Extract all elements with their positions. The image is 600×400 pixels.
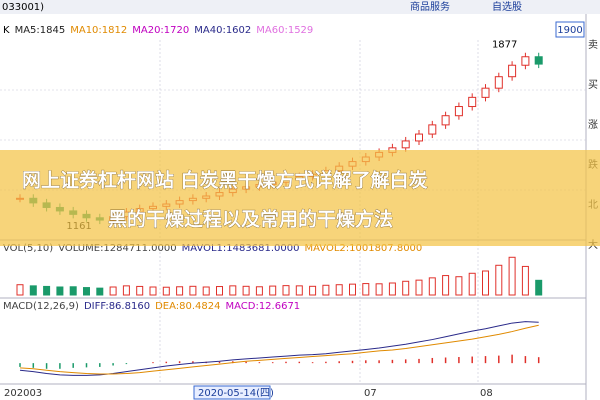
legend-label: MA20:1720 [132,25,189,36]
volume-bar [29,285,37,296]
time: 1900 [557,25,582,36]
candle [401,140,410,149]
volume-bar [442,275,450,296]
legend-label: MA40:1602 [194,25,251,36]
date-box [193,385,271,400]
volume-bar [109,286,117,296]
candle [481,87,490,98]
candle [534,56,543,65]
volume-bar [335,284,343,296]
volume-bar [189,285,197,296]
axis-label: 08 [480,388,493,399]
volume-bar [468,272,476,296]
candle [428,124,437,135]
candle [494,76,503,89]
legend-label: MA5:1845 [15,25,66,36]
candle [454,106,463,117]
volume-bar [295,285,303,296]
stock-code: 033001) [2,2,44,13]
legend-label: VOLUME:1284711.0000 [58,243,176,254]
volume-bar [242,285,250,296]
legend-label: VOL(5,10) [3,243,53,254]
side-button[interactable]: 买 [588,79,598,91]
volume-bar [96,287,104,296]
legend-label: DEA:80.4824 [155,301,220,312]
volume-bar [16,284,24,296]
volume-bar [508,256,516,296]
volume-bar [269,285,277,296]
volume-bar [122,285,130,296]
volume-bar [375,283,383,296]
volume-bar [202,286,210,296]
volume-bar [176,286,184,296]
volume-bar [455,276,463,296]
top-bar [0,0,600,14]
volume-bar [388,282,396,296]
macd-line-diff [19,321,539,376]
volume-bar [43,285,51,296]
axis-label: 2020-05-14(四) [198,388,274,399]
volume-bar [216,286,223,296]
volume-bar [482,270,489,296]
legend-label: MAVOL2:1001807.8000 [304,243,422,254]
volume-bar [229,285,237,296]
volume-bar [428,277,436,296]
banner-text: 黑的干燥过程以及常用的干燥方法 [108,208,393,231]
candle [441,115,450,126]
legend-label: MAVOL1:1483681.0000 [182,243,300,254]
volume-bar [136,285,144,296]
legend-label: MACD(12,26,9) [3,301,79,312]
legend-label: MACD:12.6671 [225,301,300,312]
volume-bar [56,286,64,296]
volume-bar [69,286,77,296]
volume-bar [349,283,356,296]
volume-bar [83,287,90,296]
axis-label: 202003 [4,388,42,399]
menu-item[interactable]: 自选股 [492,0,522,13]
legend-label: DIFF:86.8160 [84,301,150,312]
axis-label: 07 [364,388,377,399]
legend-label: MA60:1529 [256,25,313,36]
time-box [555,21,585,38]
banner-bg [0,150,600,246]
volume-bar [362,283,370,296]
volume-bar [535,279,543,296]
volume-bar [415,279,423,296]
candle [415,133,423,142]
menu-item[interactable]: 商品服务 [410,0,450,13]
side-button[interactable]: 涨 [588,119,598,131]
legend-label: MA10:1812 [70,25,127,36]
volume-bar [521,265,529,296]
volume-bar [162,286,170,296]
volume-bar [402,280,410,296]
volume-bar [282,285,290,296]
volume-bar [149,286,157,296]
candle [468,96,477,108]
banner-text: 网上证券杠杆网站 白炭黑干燥方式详解了解白炭 [22,169,428,192]
side-button[interactable]: 卖 [588,39,598,51]
candle [508,64,517,78]
legend-label: K [3,25,10,36]
volume-bar [255,286,263,296]
volume-bar [322,284,330,296]
candle [521,56,530,66]
high-label: 1877 [492,40,517,51]
volume-bar [495,264,503,296]
volume-bar [309,285,317,296]
macd-line-dea [19,324,539,375]
